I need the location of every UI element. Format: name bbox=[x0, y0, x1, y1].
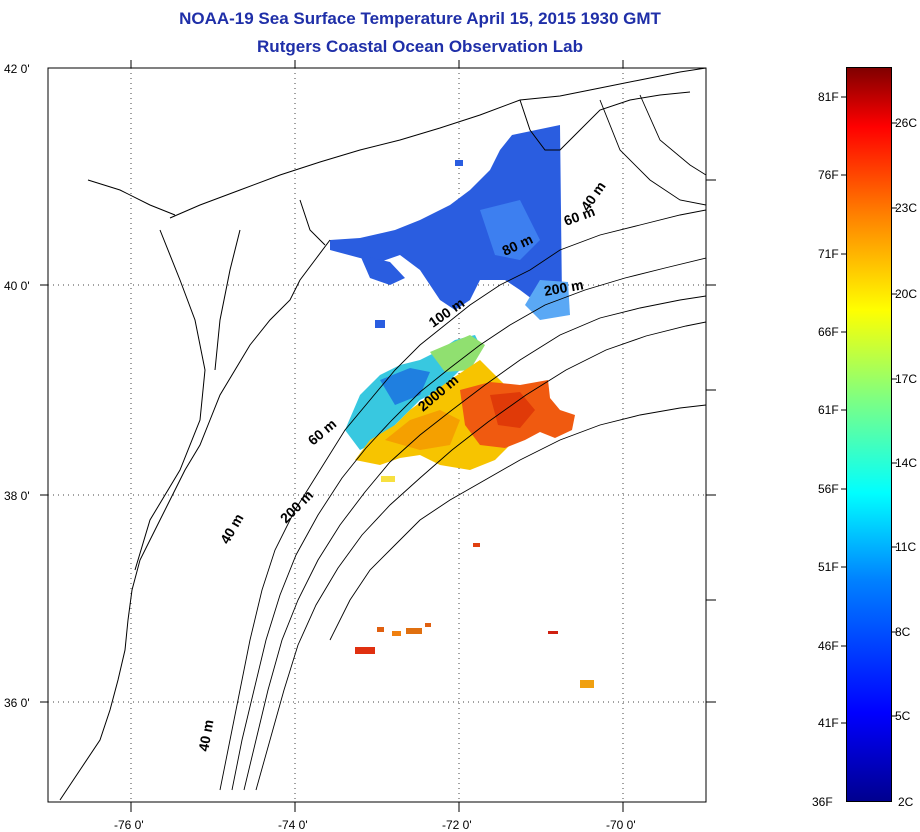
lat-label: 42 0' bbox=[4, 62, 30, 76]
colorbar-f-label: 41F bbox=[818, 716, 839, 730]
lon-label: -70 0' bbox=[606, 818, 636, 832]
colorbar-c-label: 11C bbox=[895, 540, 917, 554]
map-title: NOAA-19 Sea Surface Temperature April 15… bbox=[179, 9, 661, 28]
colorbar-c-label: 8C bbox=[895, 625, 911, 639]
colorbar-c-label: 20C bbox=[895, 287, 918, 301]
colorbar-c-label: 23C bbox=[895, 201, 918, 215]
colorbar-f-label: 51F bbox=[818, 560, 839, 574]
colorbar-f-label: 81F bbox=[818, 90, 839, 104]
coastline bbox=[59, 68, 706, 801]
lon-label: -74 0' bbox=[278, 818, 308, 832]
colorbar-f-label: 61F bbox=[818, 403, 839, 417]
isobath-label: 200 m bbox=[543, 276, 585, 299]
colorbar-c-label: 26C bbox=[895, 116, 918, 130]
lat-label: 38 0' bbox=[4, 489, 30, 503]
colorbar-f-label: 76F bbox=[818, 168, 839, 182]
sst-data-layer bbox=[330, 125, 594, 688]
colorbar-gradient bbox=[847, 68, 891, 801]
colorbar-f-label: 71F bbox=[818, 247, 839, 261]
lat-label: 40 0' bbox=[4, 279, 30, 293]
colorbar-c-label: 17C bbox=[895, 372, 918, 386]
map-subtitle: Rutgers Coastal Ocean Observation Lab bbox=[257, 37, 583, 56]
colorbar-f-label: 66F bbox=[818, 325, 839, 339]
colorbar-c-label: 2C bbox=[898, 795, 914, 809]
colorbar-c-label: 5C bbox=[895, 709, 911, 723]
lat-label: 36 0' bbox=[4, 696, 30, 710]
isobath-lines bbox=[219, 94, 706, 791]
isobath-label: 40 m bbox=[195, 718, 216, 752]
colorbar-f-label: 56F bbox=[818, 482, 839, 496]
colorbar-c-label: 14C bbox=[895, 456, 918, 470]
lon-label: -72 0' bbox=[442, 818, 472, 832]
lon-label: -76 0' bbox=[114, 818, 144, 832]
axis-ticks bbox=[40, 60, 716, 812]
colorbar-f-label: 36F bbox=[812, 795, 833, 809]
colorbar-frame bbox=[846, 67, 892, 802]
colorbar-f-label: 46F bbox=[818, 639, 839, 653]
